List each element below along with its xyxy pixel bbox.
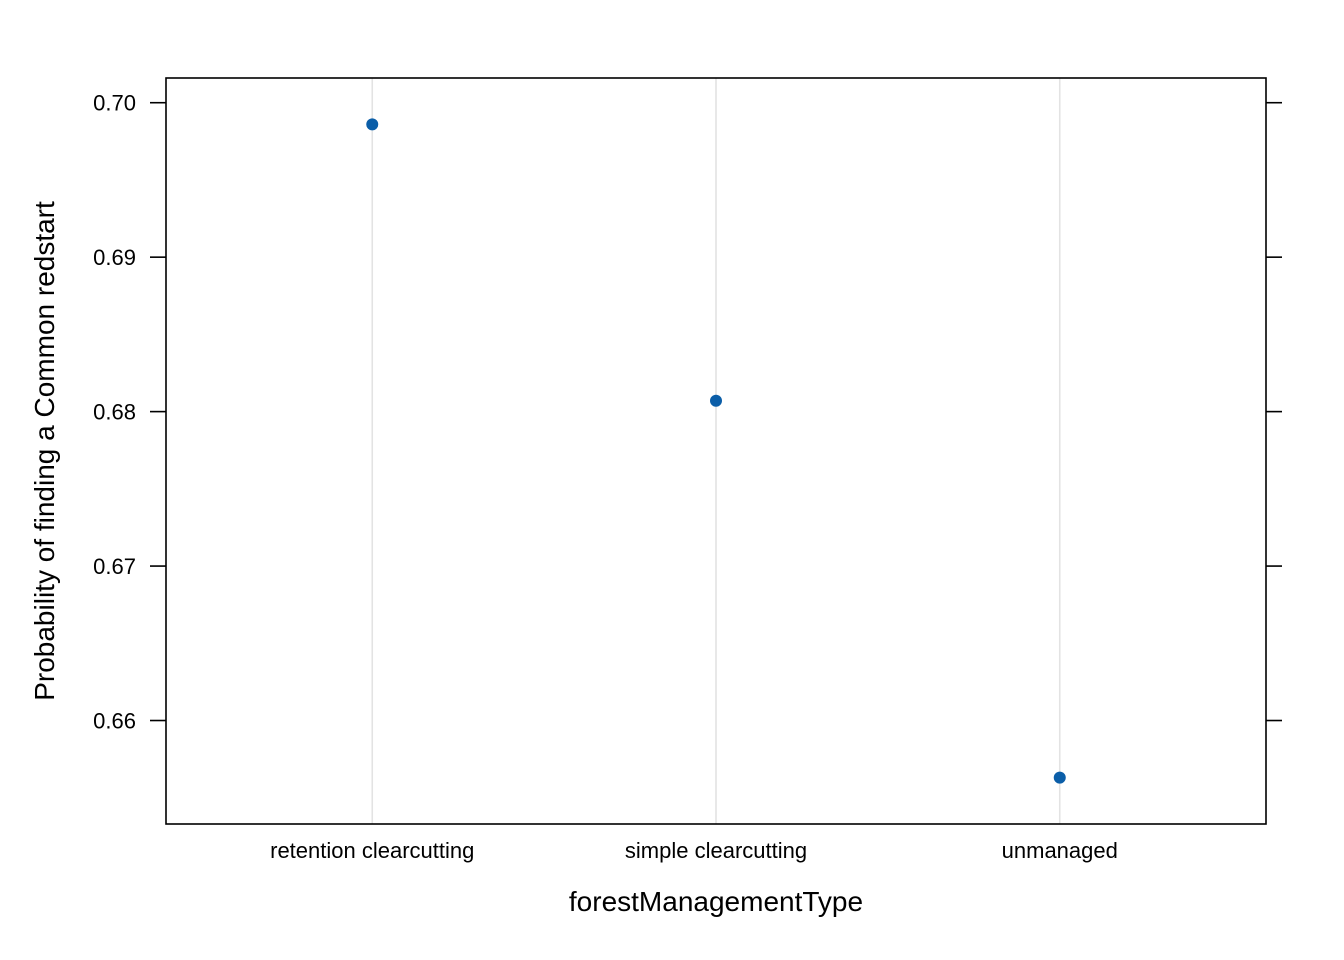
y-tick-label: 0.66 — [93, 709, 136, 734]
data-point — [710, 394, 722, 407]
plot-frame — [165, 77, 1267, 825]
x-tick-label: simple clearcutting — [625, 838, 807, 863]
y-tick-label: 0.69 — [93, 245, 136, 270]
x-tick-label: retention clearcutting — [270, 838, 474, 863]
data-point — [366, 118, 379, 131]
data-point — [1053, 771, 1066, 784]
x-tick-label: unmanaged — [1002, 838, 1118, 863]
grid-lines — [371, 78, 1061, 824]
x-axis: retention clearcutting simple clearcuttin… — [270, 838, 1118, 863]
y-tick-label: 0.70 — [93, 91, 136, 116]
data-points — [366, 118, 1066, 784]
y-axis: 0.66 0.67 0.68 0.69 0.70 — [93, 91, 1282, 734]
y-axis-title: Probability of finding a Common redstart — [29, 201, 60, 701]
x-axis-title: forestManagementType — [569, 886, 863, 917]
y-tick-label: 0.67 — [93, 554, 136, 579]
y-tick-label: 0.68 — [93, 400, 136, 425]
